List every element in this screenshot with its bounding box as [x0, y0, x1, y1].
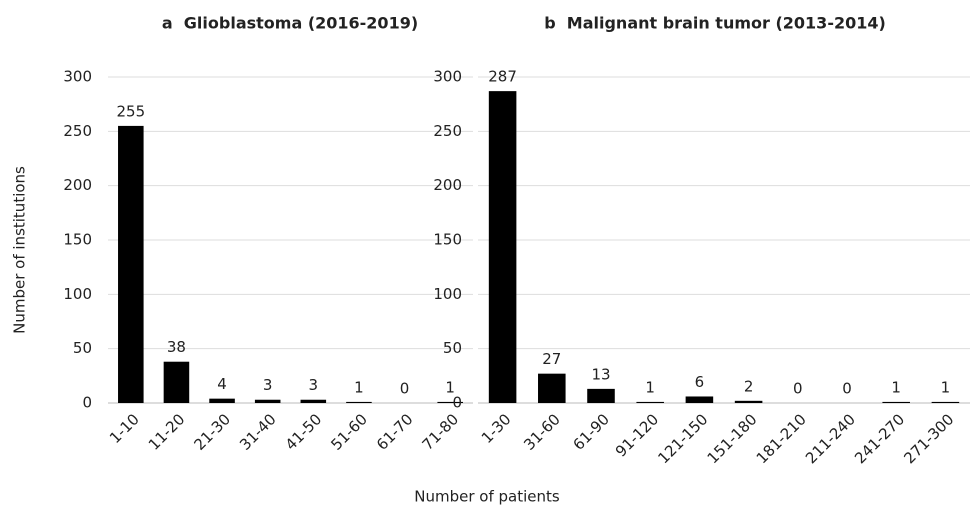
- y-tick-label: 300: [433, 68, 462, 86]
- value-label: 255: [116, 102, 145, 120]
- value-label: 38: [167, 338, 186, 356]
- x-tick-label: 1-10: [106, 410, 143, 447]
- bar: [163, 361, 190, 403]
- y-tick-label: 100: [63, 285, 92, 303]
- y-tick-label: 50: [443, 339, 462, 357]
- chart-title: b Malignant brain tumor (2013-2014): [544, 14, 886, 33]
- x-tick-label: 61-90: [569, 410, 613, 454]
- x-tick-label: 61-70: [373, 410, 417, 454]
- value-label: 3: [309, 376, 319, 394]
- y-tick-label: 250: [63, 122, 92, 140]
- bar: [488, 91, 517, 404]
- y-tick-label: 50: [73, 339, 92, 357]
- x-tick-label: 71-80: [419, 410, 463, 454]
- x-tick-label: 181-210: [753, 410, 810, 467]
- bar: [346, 401, 372, 403]
- y-tick-label: 200: [433, 176, 462, 194]
- bar: [636, 401, 664, 403]
- x-tick-label: 31-60: [520, 410, 564, 454]
- x-tick-label: 271-300: [900, 410, 957, 467]
- y-tick-label: 300: [63, 68, 92, 86]
- x-tick-label: 51-60: [327, 410, 371, 454]
- bar: [209, 398, 235, 403]
- bar: [254, 399, 281, 403]
- bar: [734, 400, 763, 403]
- value-label: 0: [842, 380, 852, 398]
- bar: [931, 401, 960, 403]
- bar: [437, 401, 463, 403]
- value-label: 3: [263, 376, 273, 394]
- x-tick-label: 211-240: [802, 410, 859, 467]
- y-axis-label: Number of institutions: [11, 166, 29, 334]
- bar: [587, 388, 615, 403]
- x-tick-label: 11-20: [145, 410, 189, 454]
- chart-title: a Glioblastoma (2016-2019): [162, 14, 418, 33]
- x-tick-label: 241-270: [851, 410, 908, 467]
- x-tick-label: 41-50: [282, 410, 326, 454]
- x-axis-label: Number of patients: [414, 488, 560, 506]
- value-label: 6: [695, 373, 705, 391]
- value-label: 1: [645, 378, 655, 396]
- y-tick-label: 200: [63, 176, 92, 194]
- bar: [300, 399, 327, 403]
- y-tick-label: 0: [452, 394, 462, 412]
- value-label: 1: [445, 378, 455, 396]
- bar: [882, 401, 910, 403]
- value-label: 1: [891, 378, 901, 396]
- y-tick-label: 150: [433, 231, 462, 249]
- value-label: 0: [793, 380, 803, 398]
- bar: [118, 125, 144, 404]
- x-tick-label: 1-30: [478, 410, 515, 447]
- bar: [685, 396, 714, 403]
- value-label: 27: [542, 350, 561, 368]
- x-tick-label: 151-180: [704, 410, 761, 467]
- value-label: 287: [488, 68, 517, 86]
- x-tick-label: 121-150: [654, 410, 711, 467]
- y-tick-label: 0: [82, 394, 92, 412]
- value-label: 1: [354, 378, 364, 396]
- value-label: 2: [744, 377, 754, 395]
- y-tick-label: 100: [433, 285, 462, 303]
- x-tick-label: 21-30: [191, 410, 235, 454]
- bar: [538, 373, 566, 403]
- y-tick-label: 250: [433, 122, 462, 140]
- value-label: 13: [591, 365, 610, 383]
- value-label: 0: [400, 380, 410, 398]
- y-tick-label: 150: [63, 231, 92, 249]
- value-label: 1: [941, 378, 951, 396]
- value-label: 4: [217, 375, 227, 393]
- x-tick-label: 31-40: [236, 410, 280, 454]
